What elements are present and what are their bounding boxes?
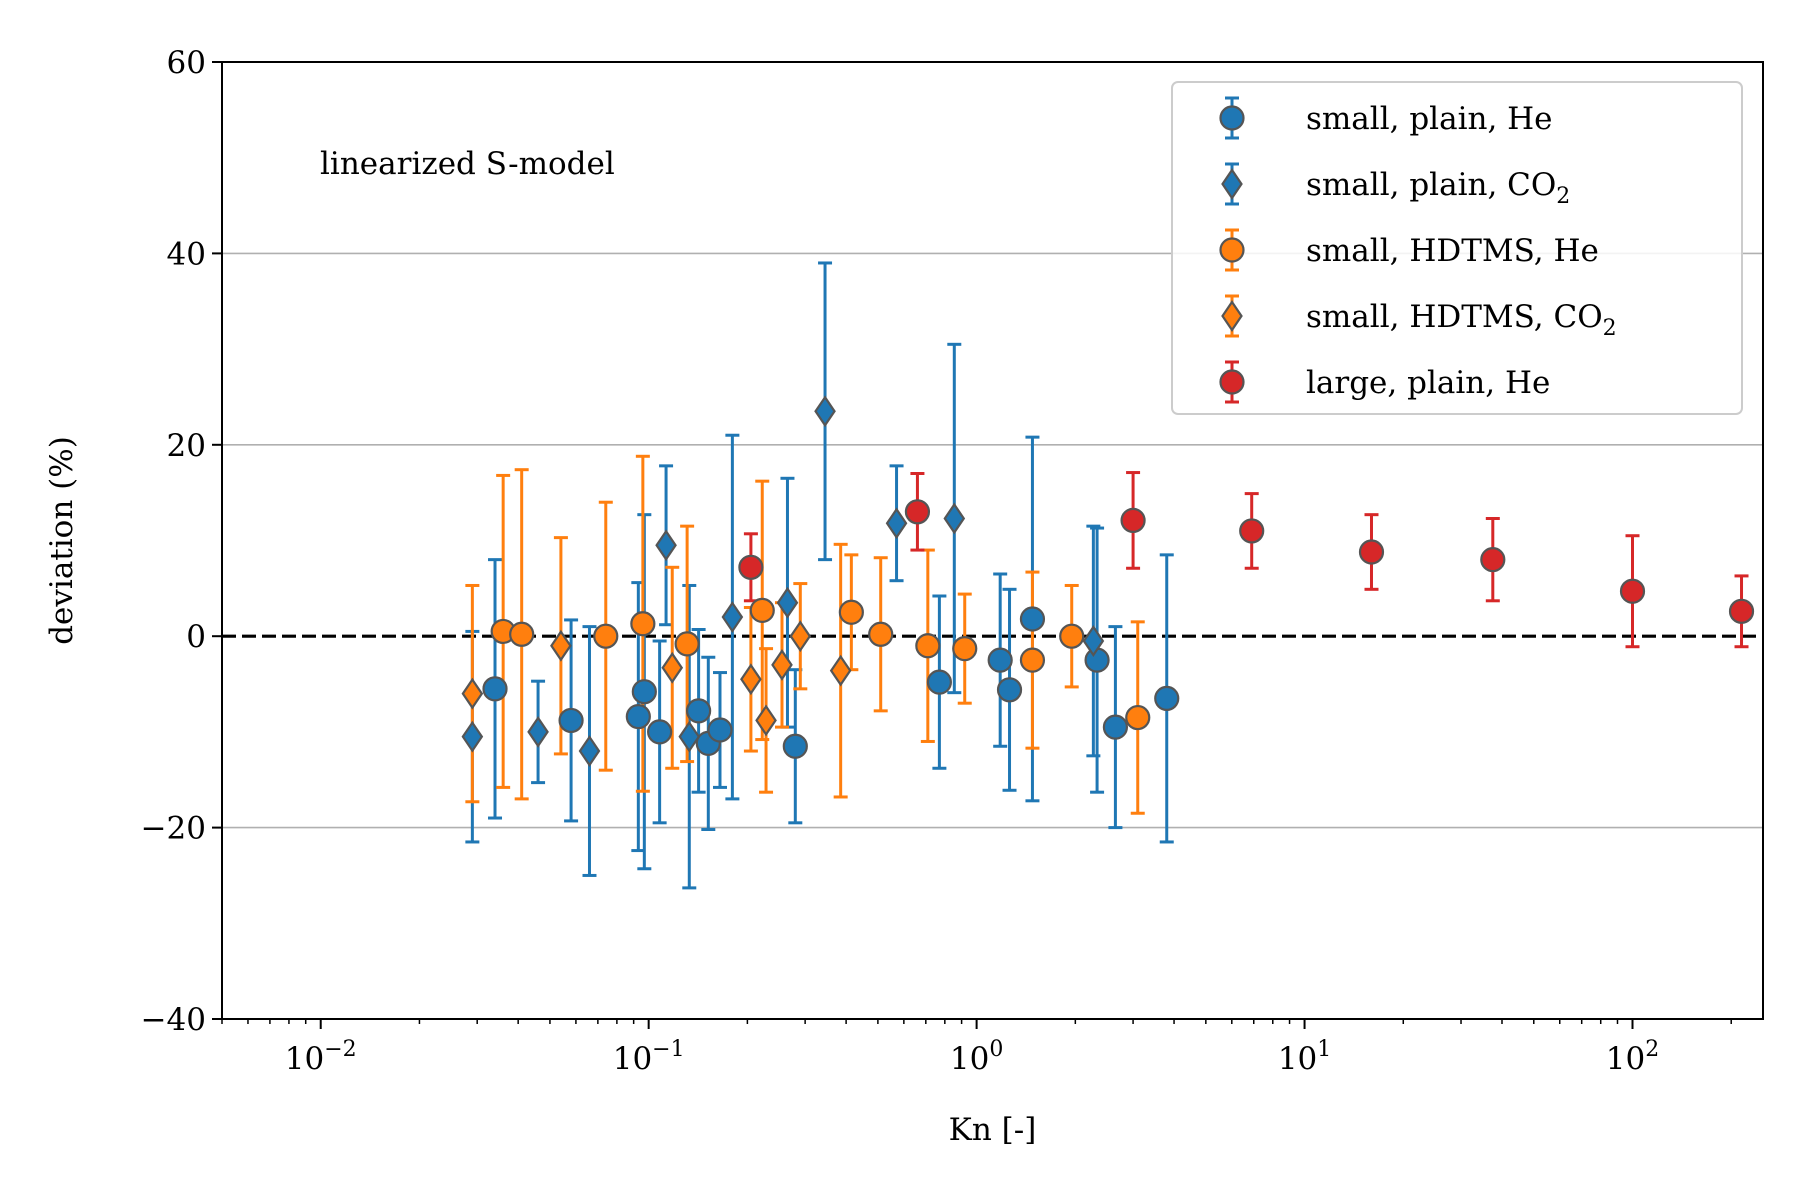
data-point: [707, 717, 733, 743]
data-point: [593, 623, 619, 649]
data-point: [868, 621, 894, 647]
x-tick-label: 102: [1606, 1037, 1659, 1077]
data-point: [578, 735, 601, 767]
data-point: [814, 395, 836, 428]
model-annotation: linearized S-model: [320, 146, 615, 182]
data-series: [461, 261, 1755, 890]
data-point: [647, 719, 673, 745]
x-tick-label: 10−1: [613, 1037, 685, 1077]
y-axis-label: deviation (%): [44, 436, 80, 645]
data-point: [655, 529, 677, 562]
data-point: [1619, 578, 1646, 604]
y-tick-label: 20: [167, 428, 206, 464]
data-point: [1102, 714, 1129, 740]
legend-item-4: large, plain, He: [1219, 360, 1550, 404]
series-3-points: [461, 620, 852, 737]
data-point: [943, 502, 966, 535]
series-4-errorbars: [743, 471, 1749, 649]
legend-label: small, HDTMS, He: [1306, 233, 1599, 269]
data-point: [482, 676, 508, 702]
data-point: [1019, 647, 1046, 673]
y-tick-label: −20: [141, 811, 206, 847]
data-point: [631, 679, 657, 705]
data-point: [829, 654, 852, 687]
data-point: [952, 636, 978, 662]
data-point: [749, 597, 775, 623]
data-point: [1358, 539, 1385, 565]
legend-label: small, plain, CO2: [1306, 167, 1570, 209]
data-point: [1084, 647, 1110, 673]
data-point: [630, 611, 656, 637]
legend-label: small, plain, He: [1306, 101, 1553, 137]
data-point: [904, 499, 931, 525]
legend-label: small, HDTMS, CO2: [1306, 299, 1617, 341]
data-point: [996, 677, 1023, 703]
series-0-points: [482, 606, 1180, 759]
legend-marker: [1221, 168, 1243, 200]
data-point: [1728, 598, 1755, 624]
data-point: [782, 733, 808, 759]
data-point: [1082, 625, 1105, 657]
data-point: [1154, 685, 1180, 712]
data-point: [661, 651, 684, 684]
data-point: [527, 715, 549, 748]
data-point: [461, 720, 484, 753]
axes: −40 −20 0 20 40 60 10−2 10−1 100 101 102: [141, 45, 1764, 1077]
data-point: [550, 629, 572, 662]
data-point: [740, 663, 762, 696]
x-axis-label: Kn [-]: [949, 1112, 1037, 1148]
legend-item-1: small, plain, CO2: [1221, 162, 1570, 209]
data-point: [789, 620, 812, 653]
data-point: [461, 677, 484, 710]
data-point: [987, 647, 1013, 673]
legend-item-0: small, plain, He: [1219, 96, 1553, 140]
series-1-points: [461, 395, 1105, 767]
x-tick-label: 10−2: [285, 1037, 357, 1077]
legend-label: large, plain, He: [1306, 365, 1550, 401]
legend: small, plain, He small, plain, CO2 small, …: [1171, 81, 1743, 415]
data-point: [1019, 606, 1046, 632]
data-point: [915, 633, 941, 659]
x-tick-label: 101: [1278, 1037, 1331, 1077]
x-tick-label: 100: [950, 1037, 1003, 1077]
data-point: [838, 599, 864, 625]
data-point: [558, 707, 584, 734]
data-point: [1125, 704, 1151, 731]
legend-marker: [1219, 369, 1245, 395]
y-tick-label: 0: [186, 619, 206, 655]
y-tick-label: 40: [167, 236, 206, 272]
data-point: [625, 703, 651, 730]
data-point: [686, 698, 712, 724]
plot-frame: [221, 61, 1764, 1020]
legend-marker: [1219, 105, 1245, 131]
legend-box: [1171, 81, 1743, 415]
data-point: [926, 669, 952, 695]
data-point: [1480, 547, 1506, 573]
data-point: [771, 648, 793, 681]
data-point: [674, 631, 700, 657]
legend-marker: [1221, 300, 1243, 332]
data-point: [755, 704, 777, 737]
y-tick-label: 60: [167, 45, 206, 81]
data-point: [509, 621, 535, 647]
data-point: [776, 586, 799, 619]
data-point: [678, 720, 701, 753]
data-point: [1239, 518, 1265, 544]
legend-item-3: small, HDTMS, CO2: [1221, 294, 1617, 341]
data-point: [1120, 507, 1146, 534]
series-4-points: [738, 499, 1755, 624]
data-point: [738, 554, 764, 580]
data-point: [721, 601, 744, 634]
y-tick-label: −40: [141, 1002, 206, 1038]
data-point: [1059, 623, 1085, 649]
legend-item-2: small, HDTMS, He: [1219, 228, 1599, 272]
legend-marker: [1219, 237, 1245, 263]
series-2-points: [490, 597, 1151, 731]
data-point: [885, 507, 908, 540]
